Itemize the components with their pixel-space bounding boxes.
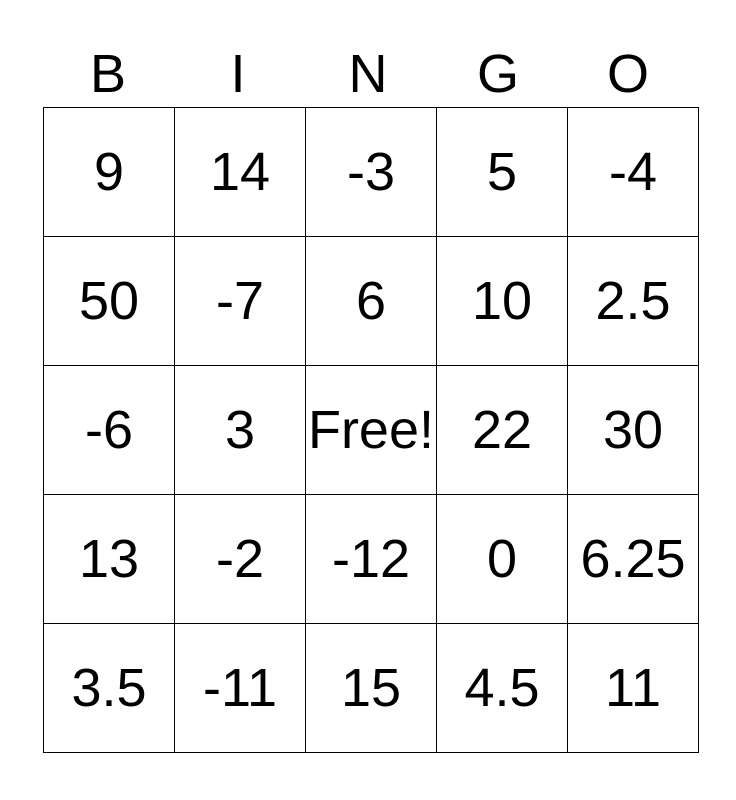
bingo-grid: 9 14 -3 5 -4 50 -7 6 10 2.5 -6 3 Free! 2… [43, 107, 699, 753]
bingo-cell[interactable]: 13 [43, 494, 175, 624]
bingo-cell[interactable]: 3.5 [43, 623, 175, 753]
bingo-cell[interactable]: 3 [174, 365, 306, 495]
bingo-cell[interactable]: 6 [305, 236, 437, 366]
table-row: 50 -7 6 10 2.5 [43, 236, 699, 366]
table-row: 13 -2 -12 0 6.25 [43, 494, 699, 624]
bingo-cell[interactable]: 50 [43, 236, 175, 366]
bingo-cell[interactable]: 6.25 [567, 494, 699, 624]
bingo-cell[interactable]: 5 [436, 107, 568, 237]
free-cell[interactable]: Free! [305, 365, 437, 495]
bingo-cell[interactable]: -7 [174, 236, 306, 366]
header-letter-o: O [606, 44, 649, 104]
bingo-cell[interactable]: -3 [305, 107, 437, 237]
bingo-cell[interactable]: -2 [174, 494, 306, 624]
bingo-cell[interactable]: 9 [43, 107, 175, 237]
bingo-cell[interactable]: 4.5 [436, 623, 568, 753]
bingo-cell[interactable]: 10 [436, 236, 568, 366]
bingo-cell[interactable]: 0 [436, 494, 568, 624]
bingo-cell[interactable]: -6 [43, 365, 175, 495]
header-letter-b: B [89, 44, 127, 104]
header-letter-g: G [476, 44, 519, 104]
bingo-cell[interactable]: 11 [567, 623, 699, 753]
header-letter-i: I [230, 44, 246, 104]
bingo-cell[interactable]: 2.5 [567, 236, 699, 366]
bingo-header: B I N G O [43, 0, 693, 107]
table-row: 3.5 -11 15 4.5 11 [43, 623, 699, 753]
table-row: 9 14 -3 5 -4 [43, 107, 699, 237]
bingo-cell[interactable]: -4 [567, 107, 699, 237]
bingo-cell[interactable]: -11 [174, 623, 306, 753]
bingo-cell[interactable]: 22 [436, 365, 568, 495]
bingo-cell[interactable]: 30 [567, 365, 699, 495]
bingo-cell[interactable]: 15 [305, 623, 437, 753]
bingo-card: B I N G O 9 14 -3 5 -4 50 -7 6 10 2.5 -6 [43, 0, 699, 753]
bingo-cell[interactable]: 14 [174, 107, 306, 237]
table-row: -6 3 Free! 22 30 [43, 365, 699, 495]
bingo-cell[interactable]: -12 [305, 494, 437, 624]
header-letter-n: N [348, 44, 388, 104]
